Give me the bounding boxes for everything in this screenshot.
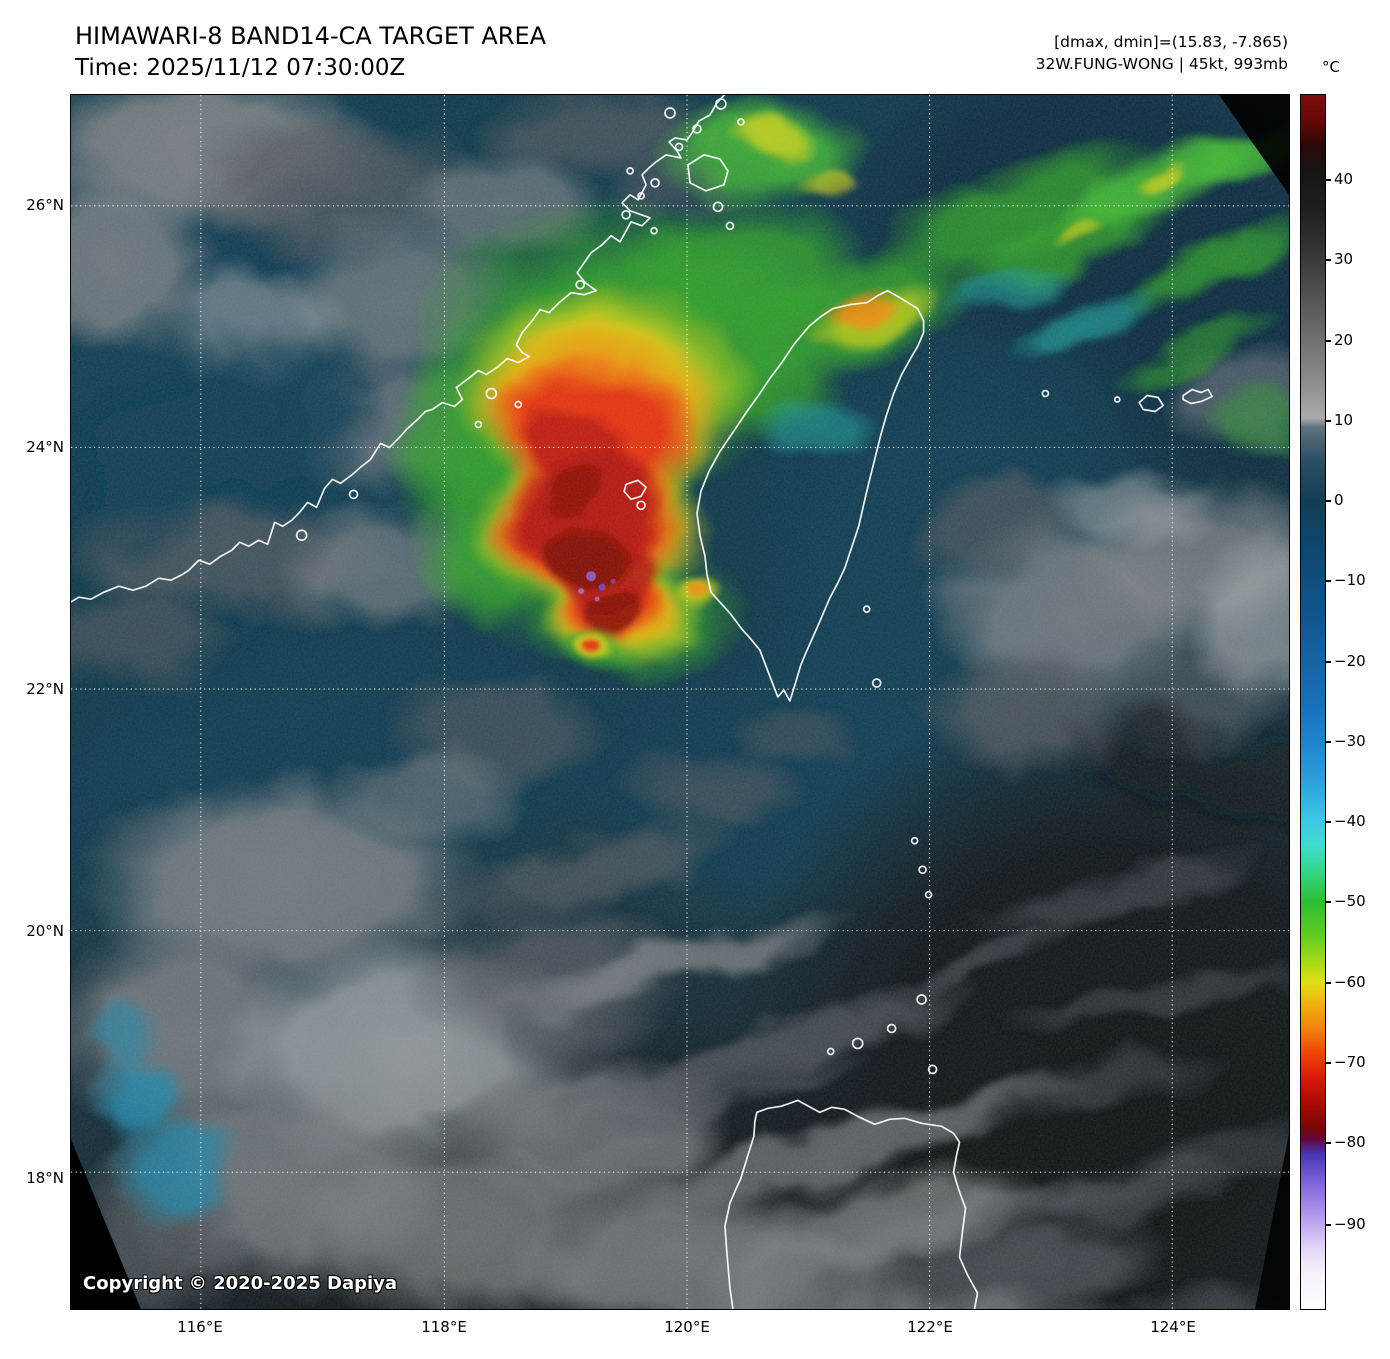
colorbar-tick-label: −20 bbox=[1325, 652, 1366, 670]
y-axis-tick-label: 22°N bbox=[26, 680, 64, 698]
colorbar-tick-label: −30 bbox=[1325, 732, 1366, 750]
colorbar-tick-label: 10 bbox=[1324, 411, 1354, 429]
colorbar-tick-label: −50 bbox=[1325, 892, 1366, 910]
grid-lines bbox=[71, 95, 1289, 1309]
x-axis-tick-label: 124°E bbox=[1150, 1318, 1196, 1336]
colorbar-tick-label: −10 bbox=[1325, 571, 1366, 589]
colorbar-tick-label: 20 bbox=[1324, 331, 1354, 349]
colorbar-tick-label: −70 bbox=[1325, 1053, 1366, 1071]
map-copyright: Copyright © 2020-2025 Dapiya bbox=[83, 1273, 398, 1294]
x-axis-tick-label: 122°E bbox=[907, 1318, 953, 1336]
x-axis-tick-label: 116°E bbox=[177, 1318, 223, 1336]
colorbar-tick-label: −80 bbox=[1325, 1133, 1366, 1151]
x-axis-tick-label: 118°E bbox=[421, 1318, 467, 1336]
grain-texture bbox=[71, 95, 1289, 1309]
figure-header-right: [dmax, dmin]=(15.83, -7.865) 32W.FUNG-WO… bbox=[1036, 31, 1288, 75]
map-canvas bbox=[71, 95, 1289, 1309]
storm-label: 32W.FUNG-WONG | 45kt, 993mb bbox=[1035, 55, 1288, 73]
colorbar-unit-label: °C bbox=[1322, 58, 1340, 76]
colorbar-tick-label: −40 bbox=[1325, 812, 1366, 830]
colorbar-tick-label: −60 bbox=[1325, 973, 1366, 991]
colorbar-tick-label: 0 bbox=[1325, 491, 1344, 509]
colorbar-tick-label: 40 bbox=[1324, 170, 1354, 188]
y-axis-tick-label: 18°N bbox=[26, 1169, 64, 1187]
satellite-map: Copyright © 2020-2025 Dapiya bbox=[70, 94, 1290, 1310]
colorbar bbox=[1300, 94, 1326, 1310]
dmax-dmin-label: [dmax, dmin]=(15.83, -7.865) bbox=[1054, 33, 1288, 51]
y-axis-tick-label: 20°N bbox=[26, 922, 64, 940]
figure-title: HIMAWARI-8 BAND14-CA TARGET AREA bbox=[75, 22, 547, 50]
colorbar-tick-label: 30 bbox=[1324, 250, 1354, 268]
y-axis-tick-label: 24°N bbox=[26, 438, 64, 456]
x-axis-tick-label: 120°E bbox=[664, 1318, 710, 1336]
figure-time: Time: 2025/11/12 07:30:00Z bbox=[75, 55, 406, 81]
colorbar-tick-label: −90 bbox=[1325, 1215, 1366, 1233]
y-axis-tick-label: 26°N bbox=[26, 196, 64, 214]
